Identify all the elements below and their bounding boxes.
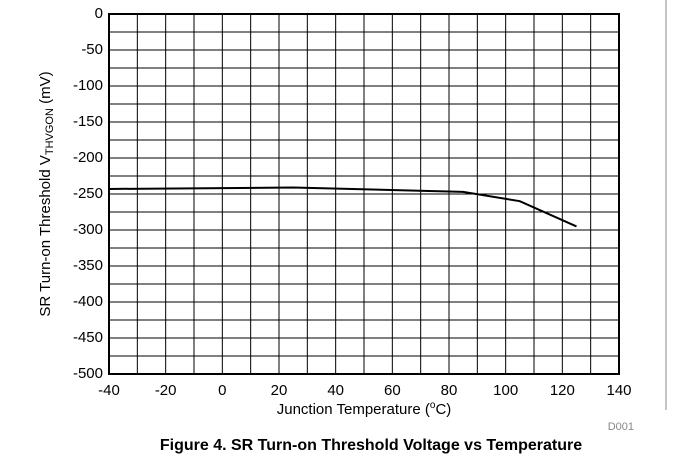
y-tick-label: 0 <box>95 5 103 22</box>
x-label-main: Junction Temperature ( <box>277 401 430 418</box>
data-line <box>108 186 577 228</box>
x-tick-label: 0 <box>218 382 226 399</box>
figure-id: D001 <box>608 421 634 433</box>
y-tick-label: -100 <box>73 77 103 94</box>
x-tick-label: 40 <box>327 382 344 399</box>
y-tick-label: -450 <box>73 329 103 346</box>
y-tick-label: -500 <box>73 365 103 382</box>
y-label-unit: (mV) <box>37 71 54 108</box>
x-label-end: C) <box>435 401 451 418</box>
y-tick-label: -50 <box>81 41 103 58</box>
plot-frame <box>108 13 620 375</box>
y-tick-label: -150 <box>73 113 103 130</box>
x-tick-label: 100 <box>493 382 518 399</box>
x-axis-label: Junction Temperature (oC) <box>277 400 452 418</box>
x-tick-label: 60 <box>384 382 401 399</box>
y-tick-label: -350 <box>73 257 103 274</box>
x-tick-label: 20 <box>271 382 288 399</box>
y-label-sub: THVGON <box>44 108 56 155</box>
y-tick-label: -200 <box>73 149 103 166</box>
y-tick-label: -400 <box>73 293 103 310</box>
y-axis-label: SR Turn-on Threshold VTHVGON (mV) <box>37 71 56 316</box>
y-tick-label: -300 <box>73 221 103 238</box>
x-tick-label: 80 <box>441 382 458 399</box>
y-tick-label: -250 <box>73 185 103 202</box>
figure-caption: Figure 4. SR Turn-on Threshold Voltage v… <box>160 437 582 454</box>
x-tick-label: -20 <box>155 382 177 399</box>
y-label-main: SR Turn-on Threshold V <box>37 155 54 316</box>
x-label-sup: o <box>430 400 436 411</box>
x-tick-label: 140 <box>606 382 631 399</box>
x-tick-label: -40 <box>98 382 120 399</box>
x-tick-label: 120 <box>550 382 575 399</box>
